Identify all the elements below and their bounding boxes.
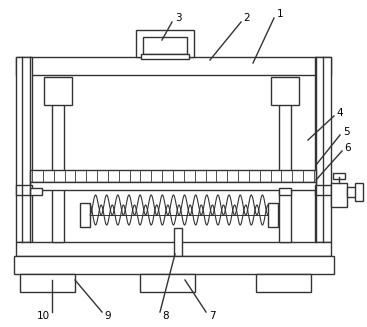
Bar [16,242,331,256]
Bar [279,188,291,195]
Bar [16,57,331,75]
Text: 6: 6 [345,143,351,153]
Bar [271,77,299,105]
Bar [80,203,90,227]
Bar [331,183,347,207]
Bar [279,100,291,242]
Bar [44,77,72,105]
Text: 5: 5 [343,127,349,137]
Bar [16,57,32,242]
Text: 9: 9 [105,311,111,321]
Bar [268,203,278,227]
Bar [30,170,316,182]
Bar [140,274,195,292]
Text: 2: 2 [244,13,250,23]
Bar [20,274,75,292]
Bar [347,187,359,197]
Bar [136,30,194,57]
Bar [30,188,42,195]
Text: 3: 3 [175,13,181,23]
Text: 10: 10 [36,311,50,321]
Text: 1: 1 [277,9,283,19]
Bar [30,182,316,190]
Bar [315,57,331,242]
Bar [143,37,187,54]
Bar [315,185,331,195]
Bar [355,183,363,201]
Bar [141,54,189,59]
Text: 8: 8 [163,311,169,321]
Bar [52,100,64,242]
Text: 4: 4 [337,108,343,118]
Bar [16,185,32,195]
Bar [333,173,345,179]
Bar [174,228,182,256]
Text: 7: 7 [209,311,215,321]
Bar [256,274,311,292]
Bar [14,256,334,274]
